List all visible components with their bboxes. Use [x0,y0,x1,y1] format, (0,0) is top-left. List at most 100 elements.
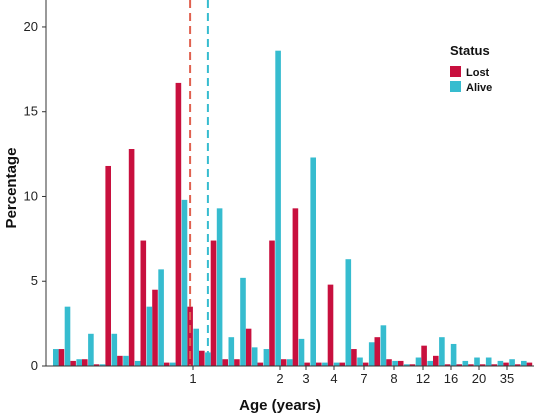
bar-lost-38 [503,362,509,366]
bar-lost-31 [421,345,427,366]
x-tick-label: 12 [416,371,430,386]
legend-swatch-lost [450,66,461,77]
bar-lost-17 [257,362,264,366]
bar-alive-11 [181,199,188,366]
bar-alive-30 [404,364,410,366]
bar-alive-7 [134,360,141,366]
bar-alive-36 [474,357,480,366]
bar-lost-16 [245,328,252,366]
bar-lost-18 [269,240,275,366]
bar-lost-14 [222,359,228,366]
bar-alive-29 [392,360,398,366]
bar-lost-40 [526,362,533,366]
bar-lost-24 [339,362,345,366]
bar-lost-26 [362,362,369,366]
bar-lost-22 [316,362,322,366]
bar-lost-28 [386,359,392,366]
x-tick-label: 20 [472,371,486,386]
bar-alive-3 [88,333,94,366]
x-tick-label: 3 [302,371,309,386]
bar-alive-34 [450,343,457,366]
bar-lost-7 [140,240,147,366]
bar-lost-19 [280,359,287,366]
bar-alive-12 [193,328,199,366]
bar-alive-38 [497,360,504,366]
legend: Status Lost Alive [450,43,492,94]
bar-lost-30 [409,364,416,366]
bar-lost-0 [58,349,65,366]
bar-lost-12 [199,350,205,366]
bar-alive-10 [170,362,176,366]
bar-alive-1 [64,306,71,366]
x-axis-ticks: 1 2 3 4 7 8 12 16 20 35 [189,366,514,386]
bar-lost-15 [234,359,240,366]
bar-lost-21 [304,362,310,366]
bar-lost-4 [105,165,111,366]
y-tick-label: 10 [24,188,38,203]
bar-lost-25 [351,349,357,366]
bar-alive-32 [427,360,433,366]
series-alive-bars [53,50,527,366]
bar-alive-24 [333,362,340,366]
bar-lost-20 [292,208,299,366]
bar-alive-39 [509,359,515,366]
bar-alive-9 [158,269,164,366]
bar-alive-35 [462,360,469,366]
bar-alive-31 [415,357,422,366]
bar-lost-27 [374,337,381,366]
bar-lost-33 [444,364,451,366]
x-tick-label: 16 [444,371,458,386]
reference-lines [189,0,209,366]
bar-alive-16 [240,277,246,366]
bar-alive-13 [205,352,211,366]
y-tick-label: 5 [31,273,38,288]
bar-alive-40 [521,360,527,366]
bar-lost-37 [491,364,498,366]
y-tick-label: 0 [31,358,38,373]
bar-alive-6 [123,355,129,366]
bar-alive-2 [76,359,82,366]
bar-lost-9 [163,362,170,366]
y-tick-label: 20 [24,19,38,34]
x-tick-label: 4 [330,371,337,386]
y-axis-ticks: 0 5 10 15 20 [24,19,46,373]
bar-alive-18 [263,349,270,366]
legend-swatch-alive [450,81,461,92]
bar-lost-36 [479,364,486,366]
bar-alive-26 [357,357,363,366]
bar-alive-8 [146,306,153,366]
bar-lost-32 [433,355,439,366]
bar-alive-33 [439,337,445,366]
bar-alive-4 [99,364,106,366]
bar-alive-27 [368,342,375,366]
bar-alive-25 [345,259,352,366]
y-axis-title: Percentage [3,148,20,229]
bar-alive-23 [322,362,328,366]
bar-lost-1 [70,360,76,366]
bar-lost-11 [187,306,193,366]
bar-lost-5 [117,355,123,366]
bar-lost-29 [397,360,404,366]
bar-lost-3 [93,364,100,366]
bar-lost-34 [456,364,462,366]
bar-alive-19 [275,50,281,366]
bar-lost-10 [175,82,182,367]
bar-lost-6 [128,149,135,366]
bar-lost-23 [327,284,334,366]
bar-alive-37 [485,357,492,366]
y-tick-label: 15 [24,104,38,119]
x-tick-label: 35 [500,371,514,386]
legend-label-alive: Alive [466,82,492,94]
bar-alive-14 [216,208,223,366]
bar-lost-8 [152,289,158,366]
x-tick-label: 7 [360,371,367,386]
x-tick-label: 1 [189,371,196,386]
bar-lost-13 [210,240,217,366]
bar-lost-35 [468,364,474,366]
legend-label-lost: Lost [466,67,490,79]
bar-alive-22 [310,157,316,366]
bar-alive-28 [380,325,387,366]
bar-alive-0 [53,349,59,366]
bar-lost-39 [514,364,521,366]
